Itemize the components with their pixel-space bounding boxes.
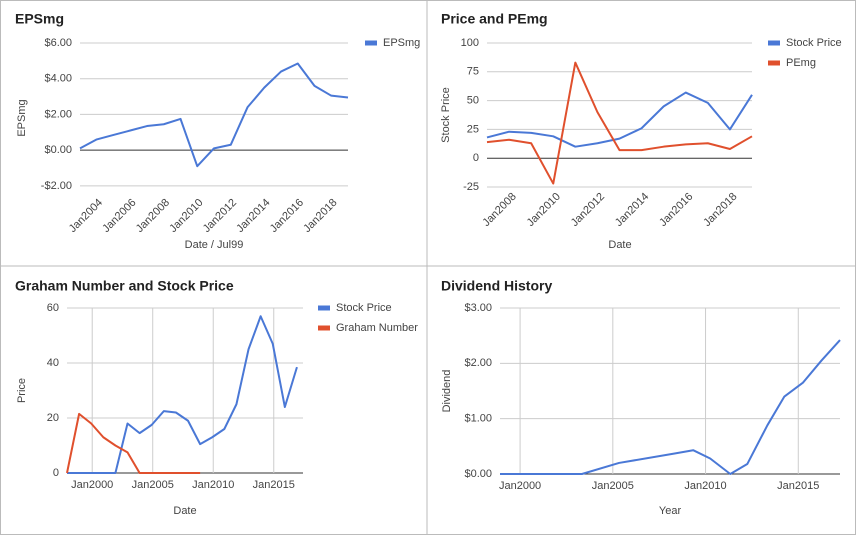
chart-title: EPSmg	[15, 11, 64, 27]
y-tick-label: -25	[463, 181, 479, 193]
x-tick-label: Jan2010	[684, 480, 726, 492]
x-tick-label: Jan2015	[777, 480, 819, 492]
y-tick-label: 75	[467, 66, 479, 78]
x-tick-label: Jan2010	[192, 479, 234, 491]
x-tick-label: Jan2005	[592, 480, 634, 492]
legend-label: Stock Price	[786, 37, 842, 49]
y-axis-title: Price	[16, 378, 28, 403]
y-tick-label: 50	[467, 95, 479, 107]
y-axis-title: EPSmg	[16, 99, 28, 136]
chart-title: Price and PEmg	[441, 11, 548, 27]
y-axis-title: Dividend	[441, 370, 453, 413]
x-tick-label: Jan2005	[132, 479, 174, 491]
y-tick-label: 40	[47, 357, 59, 369]
x-axis-title: Date / Jul99	[185, 239, 244, 251]
legend-swatch	[768, 60, 780, 66]
series-line	[66, 412, 201, 474]
y-tick-label: $2.00	[44, 108, 72, 120]
y-tick-label: $1.00	[464, 413, 492, 425]
legend-label: Stock Price	[336, 302, 392, 314]
x-tick-label: Jan2015	[253, 479, 295, 491]
legend-swatch	[768, 40, 780, 46]
x-tick-label: Jan2000	[71, 479, 113, 491]
series-line	[67, 315, 298, 474]
y-tick-label: $0.00	[44, 144, 72, 156]
y-tick-label: $4.00	[44, 73, 72, 85]
series-line	[486, 61, 753, 185]
legend-swatch	[318, 325, 330, 331]
y-tick-label: $3.00	[464, 302, 492, 314]
x-axis-title: Date	[608, 239, 631, 251]
legend-swatch	[318, 305, 330, 311]
series-line	[79, 62, 349, 168]
legend-label: PEmg	[786, 57, 816, 69]
chart-title: Dividend History	[441, 278, 552, 294]
y-tick-label: -$2.00	[41, 180, 72, 192]
x-axis-title: Year	[659, 505, 682, 517]
y-tick-label: 20	[47, 412, 59, 424]
y-tick-label: 100	[461, 37, 479, 49]
x-axis-title: Date	[173, 505, 196, 517]
y-tick-label: $0.00	[464, 468, 492, 480]
y-tick-label: 60	[47, 302, 59, 314]
y-tick-label: $6.00	[44, 37, 72, 49]
y-tick-label: 25	[467, 123, 479, 135]
x-tick-label: Jan2000	[499, 480, 541, 492]
series-line	[500, 339, 841, 475]
series-line	[486, 91, 753, 148]
y-tick-label: $2.00	[464, 357, 492, 369]
legend-label: Graham Number	[336, 322, 418, 334]
y-tick-label: 0	[473, 152, 479, 164]
y-tick-label: 0	[53, 467, 59, 479]
chart-title: Graham Number and Stock Price	[15, 278, 234, 294]
legend-swatch	[365, 40, 377, 46]
legend-label: EPSmg	[383, 37, 420, 49]
y-axis-title: Stock Price	[440, 87, 452, 143]
